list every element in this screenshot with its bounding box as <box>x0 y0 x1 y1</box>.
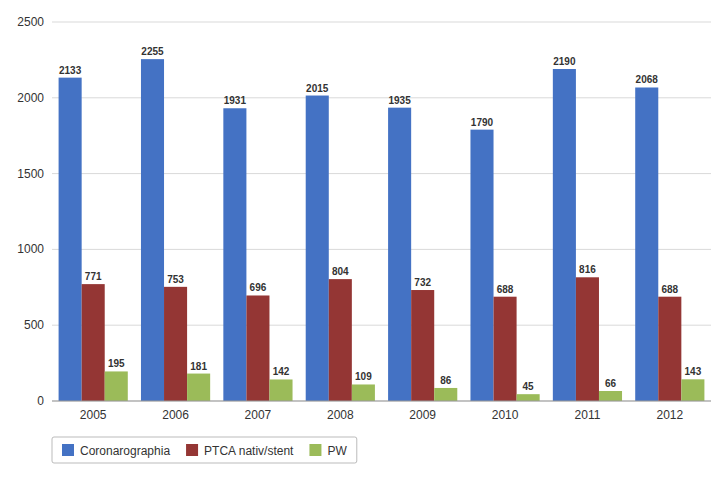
data-label: 732 <box>414 277 431 288</box>
data-label: 771 <box>85 271 102 282</box>
bar <box>388 108 411 401</box>
legend-swatch <box>62 444 74 456</box>
bar <box>59 78 82 401</box>
chart: 0 500 1000 1500 2000 2500 2133 2255 1931 2015 1935… <box>0 0 727 479</box>
x-tick-label: 2011 <box>575 408 601 422</box>
data-label: 2068 <box>636 74 659 85</box>
bar <box>434 388 457 401</box>
data-label: 45 <box>523 381 535 392</box>
bar <box>658 297 681 401</box>
legend-swatch <box>186 444 198 456</box>
bar <box>329 279 352 401</box>
data-label: 753 <box>167 274 184 285</box>
bar <box>141 59 164 401</box>
data-label: 816 <box>579 264 596 275</box>
legend-label: PTCA nativ/stent <box>204 444 294 458</box>
legend-label: PW <box>327 444 347 458</box>
y-tick-label: 500 <box>24 318 44 332</box>
data-label: 688 <box>661 284 678 295</box>
bar <box>470 130 493 401</box>
x-tick-label: 2009 <box>409 408 436 422</box>
bar <box>553 69 576 401</box>
bar <box>352 384 375 401</box>
data-label: 1931 <box>224 95 247 106</box>
legend-label: Coronarographia <box>80 444 170 458</box>
x-axis-line <box>52 401 711 402</box>
x-tick-label: 2005 <box>80 408 107 422</box>
data-label: 109 <box>355 371 372 382</box>
data-label: 2015 <box>306 83 329 94</box>
bar <box>82 284 105 401</box>
data-label: 2133 <box>59 65 82 76</box>
bar <box>269 379 292 401</box>
bar <box>246 295 269 401</box>
x-tick-label: 2006 <box>162 408 189 422</box>
x-tick-label: 2007 <box>245 408 272 422</box>
bar <box>576 277 599 401</box>
bar <box>306 96 329 401</box>
data-label: 804 <box>332 266 349 277</box>
bar <box>494 297 517 401</box>
data-label: 143 <box>685 366 702 377</box>
data-label: 2255 <box>141 46 164 57</box>
data-label: 1790 <box>471 117 494 128</box>
data-label: 66 <box>605 378 617 389</box>
y-tick-label: 0 <box>37 394 44 408</box>
data-label: 195 <box>108 358 125 369</box>
bar <box>599 391 622 401</box>
bar <box>635 87 658 401</box>
bar <box>681 379 704 401</box>
data-labels: 2133 2255 1931 2015 1935 1790 2190 2068 771 753 69… <box>59 46 702 392</box>
grid-line <box>52 22 711 23</box>
legend: Coronarographia PTCA nativ/stent PW <box>52 437 357 463</box>
data-label: 1935 <box>388 95 411 106</box>
bar <box>164 287 187 401</box>
legend-swatch <box>309 444 321 456</box>
x-tick-label: 2012 <box>656 408 683 422</box>
bar <box>187 374 210 401</box>
bar <box>105 371 128 401</box>
y-tick-label: 1500 <box>17 167 44 181</box>
bars <box>59 59 705 401</box>
data-label: 181 <box>190 361 207 372</box>
legend-frame <box>52 437 357 463</box>
y-tick-label: 1000 <box>17 242 44 256</box>
data-label: 688 <box>497 284 514 295</box>
data-label: 142 <box>273 366 290 377</box>
data-label: 86 <box>440 375 452 386</box>
data-label: 2190 <box>553 56 576 67</box>
x-tick-label: 2010 <box>492 408 519 422</box>
y-tick-label: 2500 <box>17 15 44 29</box>
bar <box>517 394 540 401</box>
bar <box>411 290 434 401</box>
y-tick-label: 2000 <box>17 91 44 105</box>
grid-line <box>52 401 711 402</box>
data-label: 696 <box>250 282 267 293</box>
bar <box>223 108 246 401</box>
x-tick-label: 2008 <box>327 408 354 422</box>
